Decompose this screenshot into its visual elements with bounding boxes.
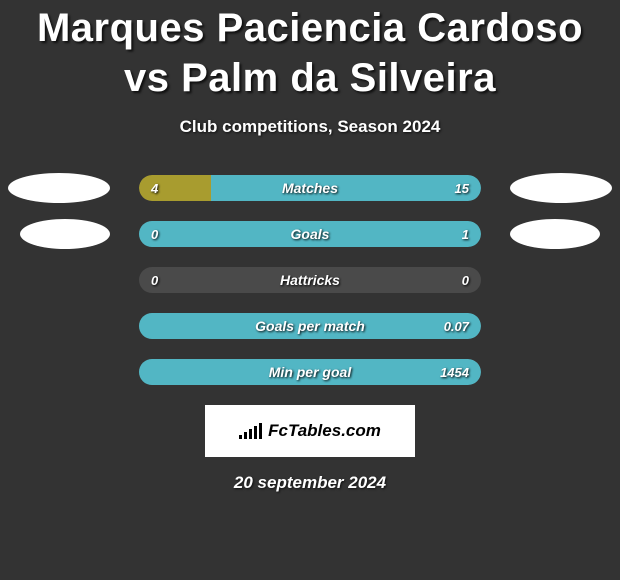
stat-label: Goals bbox=[139, 221, 481, 247]
stat-label: Matches bbox=[139, 175, 481, 201]
stat-value-right: 0 bbox=[450, 267, 481, 293]
stat-row: Matches4 15 bbox=[0, 175, 620, 201]
stat-value-right: 1454 bbox=[428, 359, 481, 385]
stat-value-left bbox=[139, 359, 163, 385]
subtitle: Club competitions, Season 2024 bbox=[0, 117, 620, 137]
stat-value-left: 4 bbox=[139, 175, 170, 201]
stat-bar: Hattricks0 0 bbox=[139, 267, 481, 293]
stat-row: Min per goal1454 bbox=[0, 359, 620, 385]
stat-row: Hattricks0 0 bbox=[0, 267, 620, 293]
brand-name: FcTables.com bbox=[268, 421, 381, 441]
stat-bar: Matches4 15 bbox=[139, 175, 481, 201]
stat-bar: Goals0 1 bbox=[139, 221, 481, 247]
date-text: 20 september 2024 bbox=[0, 473, 620, 493]
stat-label: Hattricks bbox=[139, 267, 481, 293]
brand-footer: FcTables.com bbox=[205, 405, 415, 457]
page-title: Marques Paciencia Cardoso vs Palm da Sil… bbox=[0, 0, 620, 103]
stat-bar: Goals per match0.07 bbox=[139, 313, 481, 339]
stat-value-left: 0 bbox=[139, 267, 170, 293]
stat-rows: Matches415Goals01Hattricks00Goals per ma… bbox=[0, 175, 620, 385]
stat-row: Goals per match0.07 bbox=[0, 313, 620, 339]
stat-label: Goals per match bbox=[139, 313, 481, 339]
signal-icon bbox=[239, 423, 262, 439]
stat-value-left bbox=[139, 313, 163, 339]
stat-value-right: 1 bbox=[450, 221, 481, 247]
stat-value-left: 0 bbox=[139, 221, 170, 247]
stat-value-right: 15 bbox=[443, 175, 481, 201]
stat-value-right: 0.07 bbox=[432, 313, 481, 339]
stat-bar: Min per goal1454 bbox=[139, 359, 481, 385]
stat-row: Goals0 1 bbox=[0, 221, 620, 247]
